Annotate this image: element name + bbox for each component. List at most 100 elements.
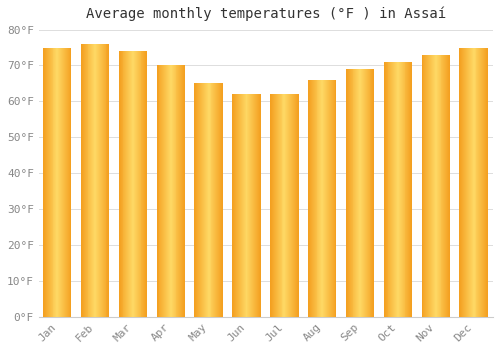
Bar (120, 51, 122, 317)
Bar (325, 80, 326, 317)
Bar (478, 48, 480, 317)
Bar (445, 55, 446, 317)
Bar (163, 65, 164, 317)
Bar (329, 80, 330, 317)
Bar (166, 65, 167, 317)
Bar (172, 65, 174, 317)
Bar (272, 94, 273, 317)
Bar (280, 94, 281, 317)
Bar (288, 94, 289, 317)
Bar (404, 62, 406, 317)
Bar (202, 83, 203, 317)
Bar (133, 51, 134, 317)
Bar (108, 44, 110, 317)
Bar (160, 65, 162, 317)
Bar (66, 48, 68, 317)
Bar (438, 55, 440, 317)
Bar (232, 94, 234, 317)
Bar (361, 69, 362, 317)
Bar (436, 55, 437, 317)
Bar (83, 44, 84, 317)
Bar (282, 94, 284, 317)
Bar (205, 83, 206, 317)
Bar (181, 65, 182, 317)
Bar (348, 69, 350, 317)
Bar (388, 62, 390, 317)
Bar (362, 69, 363, 317)
Bar (214, 83, 216, 317)
Bar (424, 55, 426, 317)
Bar (68, 48, 70, 317)
Bar (99, 44, 100, 317)
Bar (90, 44, 92, 317)
Bar (429, 55, 430, 317)
Bar (449, 55, 450, 317)
Bar (370, 69, 372, 317)
Bar (178, 65, 180, 317)
Bar (200, 83, 201, 317)
Bar (460, 48, 462, 317)
Bar (60, 48, 61, 317)
Bar (234, 94, 235, 317)
Bar (210, 83, 212, 317)
Bar (402, 62, 404, 317)
Bar (239, 94, 240, 317)
Bar (165, 65, 166, 317)
Bar (462, 48, 464, 317)
Bar (294, 94, 295, 317)
Bar (54, 48, 56, 317)
Bar (310, 80, 311, 317)
Bar (289, 94, 290, 317)
Bar (467, 48, 468, 317)
Bar (158, 65, 160, 317)
Bar (397, 62, 398, 317)
Bar (146, 51, 147, 317)
Bar (324, 80, 325, 317)
Bar (270, 94, 271, 317)
Bar (198, 83, 199, 317)
Bar (440, 55, 442, 317)
Bar (257, 94, 258, 317)
Bar (398, 62, 399, 317)
Bar (46, 48, 47, 317)
Bar (167, 65, 168, 317)
Bar (256, 94, 257, 317)
Bar (138, 51, 140, 317)
Bar (276, 94, 277, 317)
Bar (468, 48, 469, 317)
Bar (64, 48, 65, 317)
Bar (183, 65, 184, 317)
Bar (296, 94, 298, 317)
Bar (472, 48, 474, 317)
Bar (433, 55, 434, 317)
Bar (481, 48, 482, 317)
Bar (43, 48, 44, 317)
Bar (401, 62, 402, 317)
Bar (347, 69, 348, 317)
Bar (216, 83, 217, 317)
Bar (444, 55, 446, 317)
Bar (309, 80, 310, 317)
Bar (106, 44, 108, 317)
Bar (170, 65, 171, 317)
Bar (466, 48, 467, 317)
Bar (136, 51, 138, 317)
Bar (392, 62, 393, 317)
Bar (312, 80, 313, 317)
Bar (252, 94, 253, 317)
Bar (442, 55, 444, 317)
Bar (328, 80, 329, 317)
Bar (204, 83, 205, 317)
Bar (171, 65, 172, 317)
Bar (465, 48, 466, 317)
Bar (180, 65, 182, 317)
Bar (119, 51, 120, 317)
Title: Average monthly temperatures (°F ) in Assaí: Average monthly temperatures (°F ) in As… (86, 7, 446, 21)
Bar (56, 48, 58, 317)
Bar (426, 55, 428, 317)
Bar (352, 69, 354, 317)
Bar (359, 69, 360, 317)
Bar (386, 62, 388, 317)
Bar (70, 48, 72, 317)
Bar (484, 48, 485, 317)
